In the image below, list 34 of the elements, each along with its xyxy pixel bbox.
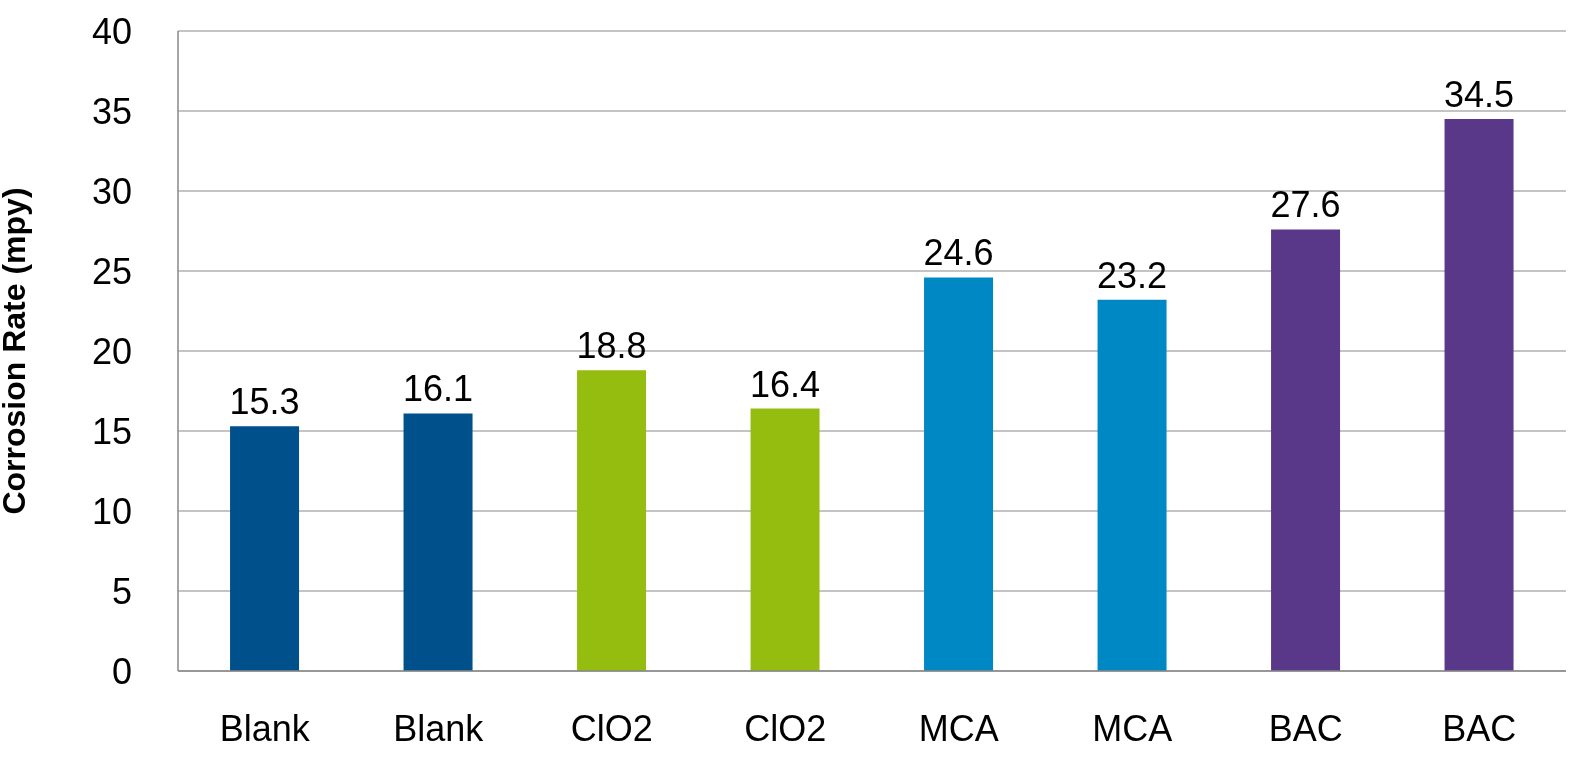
x-tick-label: Blank: [393, 707, 485, 749]
bar: [1444, 119, 1514, 671]
y-axis-title: Corrosion Rate (mpy): [0, 187, 33, 515]
y-tick-label: 10: [91, 490, 132, 532]
y-tick-label: 15: [91, 410, 132, 452]
data-label: 15.3: [229, 381, 300, 423]
y-tick-label: 30: [91, 170, 132, 212]
data-label: 27.6: [1270, 184, 1341, 226]
x-tick-label: BAC: [1442, 707, 1517, 749]
bar: [230, 426, 300, 671]
y-tick-label: 0: [111, 650, 132, 692]
x-tick-label: MCA: [1092, 707, 1173, 749]
data-label: 18.8: [576, 325, 647, 367]
bar: [750, 408, 820, 671]
x-tick-label: Blank: [219, 707, 311, 749]
x-tick-label: BAC: [1268, 707, 1343, 749]
y-tick-label: 5: [111, 570, 132, 612]
bar: [924, 277, 994, 671]
data-label: 16.4: [750, 363, 821, 405]
bar: [403, 413, 473, 671]
y-tick-label: 25: [91, 250, 132, 292]
bar: [577, 370, 647, 671]
x-tick-label: ClO2: [744, 707, 827, 749]
y-tick-label: 20: [91, 330, 132, 372]
data-label: 24.6: [923, 232, 994, 274]
data-label: 23.2: [1097, 254, 1168, 296]
x-tick-label: ClO2: [570, 707, 653, 749]
y-tick-label: 35: [91, 90, 132, 132]
data-label: 16.1: [403, 368, 474, 410]
y-tick-label: 40: [91, 10, 132, 52]
x-tick-label: MCA: [918, 707, 999, 749]
bar: [1271, 229, 1341, 671]
bar: [1097, 299, 1167, 671]
data-label: 34.5: [1444, 74, 1515, 115]
